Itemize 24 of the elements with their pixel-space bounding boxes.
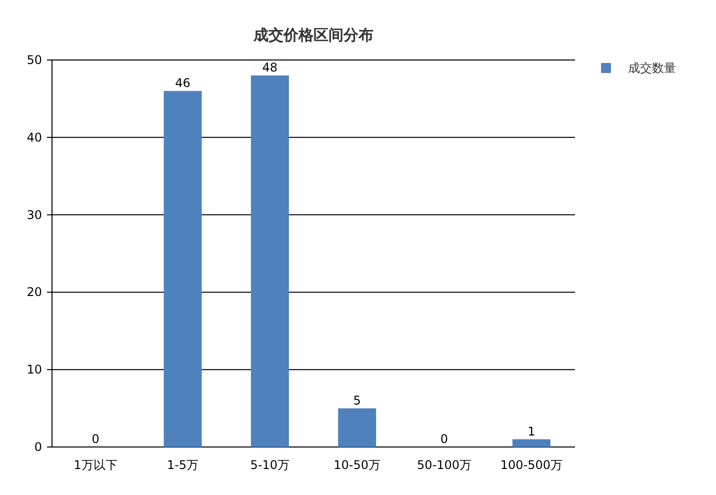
legend-label: 成交数量 (628, 61, 676, 75)
x-tick-label: 1-5万 (166, 458, 199, 472)
y-tick-label: 30 (26, 208, 42, 222)
x-tick-label: 50-100万 (416, 458, 472, 472)
data-label: 5 (353, 393, 361, 408)
y-tick-label: 50 (26, 53, 42, 67)
data-label: 46 (175, 76, 190, 90)
y-tick-label: 0 (34, 440, 42, 454)
data-label: 1 (528, 424, 536, 438)
data-label: 0 (92, 432, 100, 446)
chart-title: 成交价格区间分布 (252, 26, 374, 44)
bar (164, 90, 202, 447)
y-tick-label: 10 (26, 362, 42, 377)
data-label: 0 (440, 432, 448, 446)
data-label: 48 (262, 60, 278, 74)
x-tick-label: 5-10万 (250, 458, 290, 472)
y-tick-label: 40 (26, 130, 42, 144)
x-tick-label: 100-500万 (500, 458, 562, 472)
bar (338, 408, 376, 447)
bar (250, 75, 289, 447)
bar (512, 439, 550, 447)
y-tick-label: 20 (26, 285, 42, 300)
x-tick-label: 10-50万 (334, 458, 381, 472)
x-tick-label: 1万以下 (74, 458, 118, 472)
